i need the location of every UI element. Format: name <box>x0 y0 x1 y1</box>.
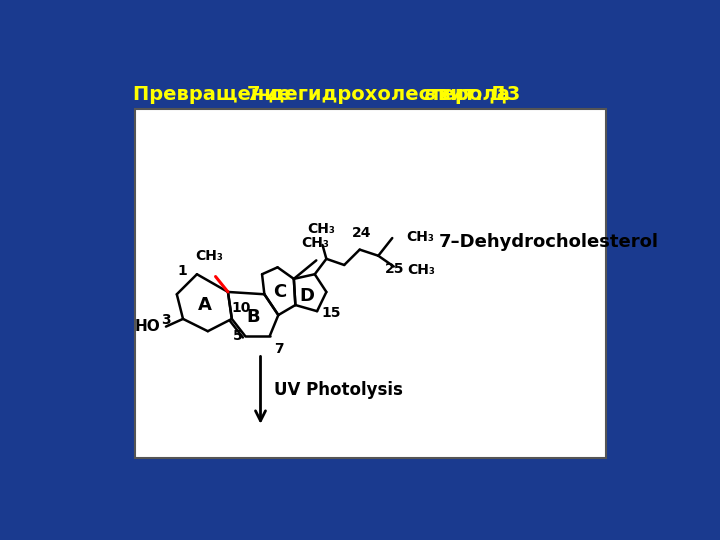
Text: C: C <box>274 283 287 301</box>
Text: 15: 15 <box>322 306 341 320</box>
Text: B: B <box>246 308 260 326</box>
Text: 10: 10 <box>231 301 251 315</box>
Text: 5: 5 <box>233 329 243 343</box>
Text: вит. Д3: вит. Д3 <box>438 85 521 104</box>
Text: A: A <box>198 296 212 314</box>
Text: 3: 3 <box>161 313 171 327</box>
Text: 24: 24 <box>351 226 371 240</box>
Text: 7: 7 <box>274 342 283 356</box>
Text: в: в <box>424 85 443 104</box>
Text: Превращение: Превращение <box>132 85 297 104</box>
Text: CH₃: CH₃ <box>195 249 223 262</box>
Text: 1: 1 <box>178 264 188 278</box>
Text: CH₃: CH₃ <box>406 230 434 244</box>
Text: HO: HO <box>135 319 161 334</box>
Text: CH₃: CH₃ <box>307 222 335 236</box>
Text: 7-дегидрохолестерола: 7-дегидрохолестерола <box>248 85 517 104</box>
Text: 25: 25 <box>384 262 404 276</box>
FancyBboxPatch shape <box>135 110 606 457</box>
Text: 7–Dehydrocholesterol: 7–Dehydrocholesterol <box>438 233 659 251</box>
Text: CH₃: CH₃ <box>301 235 329 249</box>
Text: D: D <box>300 287 315 305</box>
Text: CH₃: CH₃ <box>408 262 436 276</box>
Text: UV Photolysis: UV Photolysis <box>274 381 403 399</box>
